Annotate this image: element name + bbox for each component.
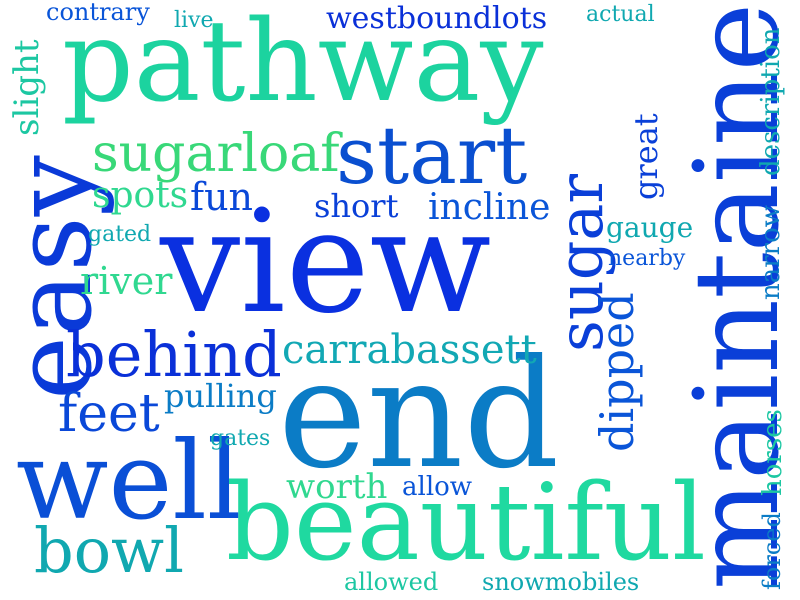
word-nearby: nearby (608, 246, 686, 271)
word-dipped: dipped (590, 292, 644, 452)
word-allowed: allowed (344, 568, 439, 596)
word-spots: spots (92, 175, 189, 216)
word-description: description (756, 27, 786, 176)
word-contrary: contrary (46, 0, 150, 26)
word-slight: slight (7, 39, 47, 136)
word-narrow: narrow (756, 204, 786, 300)
word-worth: worth (286, 467, 388, 507)
word-pathway: pathway (62, 0, 544, 127)
word-short: short (314, 187, 399, 225)
word-allow: allow (402, 472, 473, 502)
word-gated: gated (88, 222, 152, 247)
word-river: river (80, 259, 173, 303)
word-view: view (160, 180, 492, 345)
word-beautiful: beautiful (226, 461, 706, 584)
word-pulling: pulling (164, 377, 277, 415)
word-fun: fun (190, 175, 254, 219)
word-start: start (336, 109, 528, 202)
word-westboundlots: westboundlots (326, 1, 548, 36)
word-well: well (16, 419, 242, 544)
word-behind: behind (66, 318, 282, 391)
word-end: end (278, 328, 560, 502)
word-horses: horses (758, 409, 788, 496)
word-incline: incline (428, 187, 551, 228)
word-live: live (174, 8, 214, 33)
word-feet: feet (58, 384, 160, 444)
word-actual: actual (586, 2, 655, 27)
word-gauge: gauge (606, 211, 694, 244)
word-forced: forced (758, 512, 786, 590)
word-great: great (627, 113, 665, 200)
word-gates: gates (210, 426, 271, 451)
word-carrabassett: carrabassett (282, 327, 537, 373)
word-sugarloaf: sugarloaf (92, 124, 340, 184)
word-bowl: bowl (34, 514, 184, 587)
word-snowmobiles: snowmobiles (482, 568, 640, 596)
